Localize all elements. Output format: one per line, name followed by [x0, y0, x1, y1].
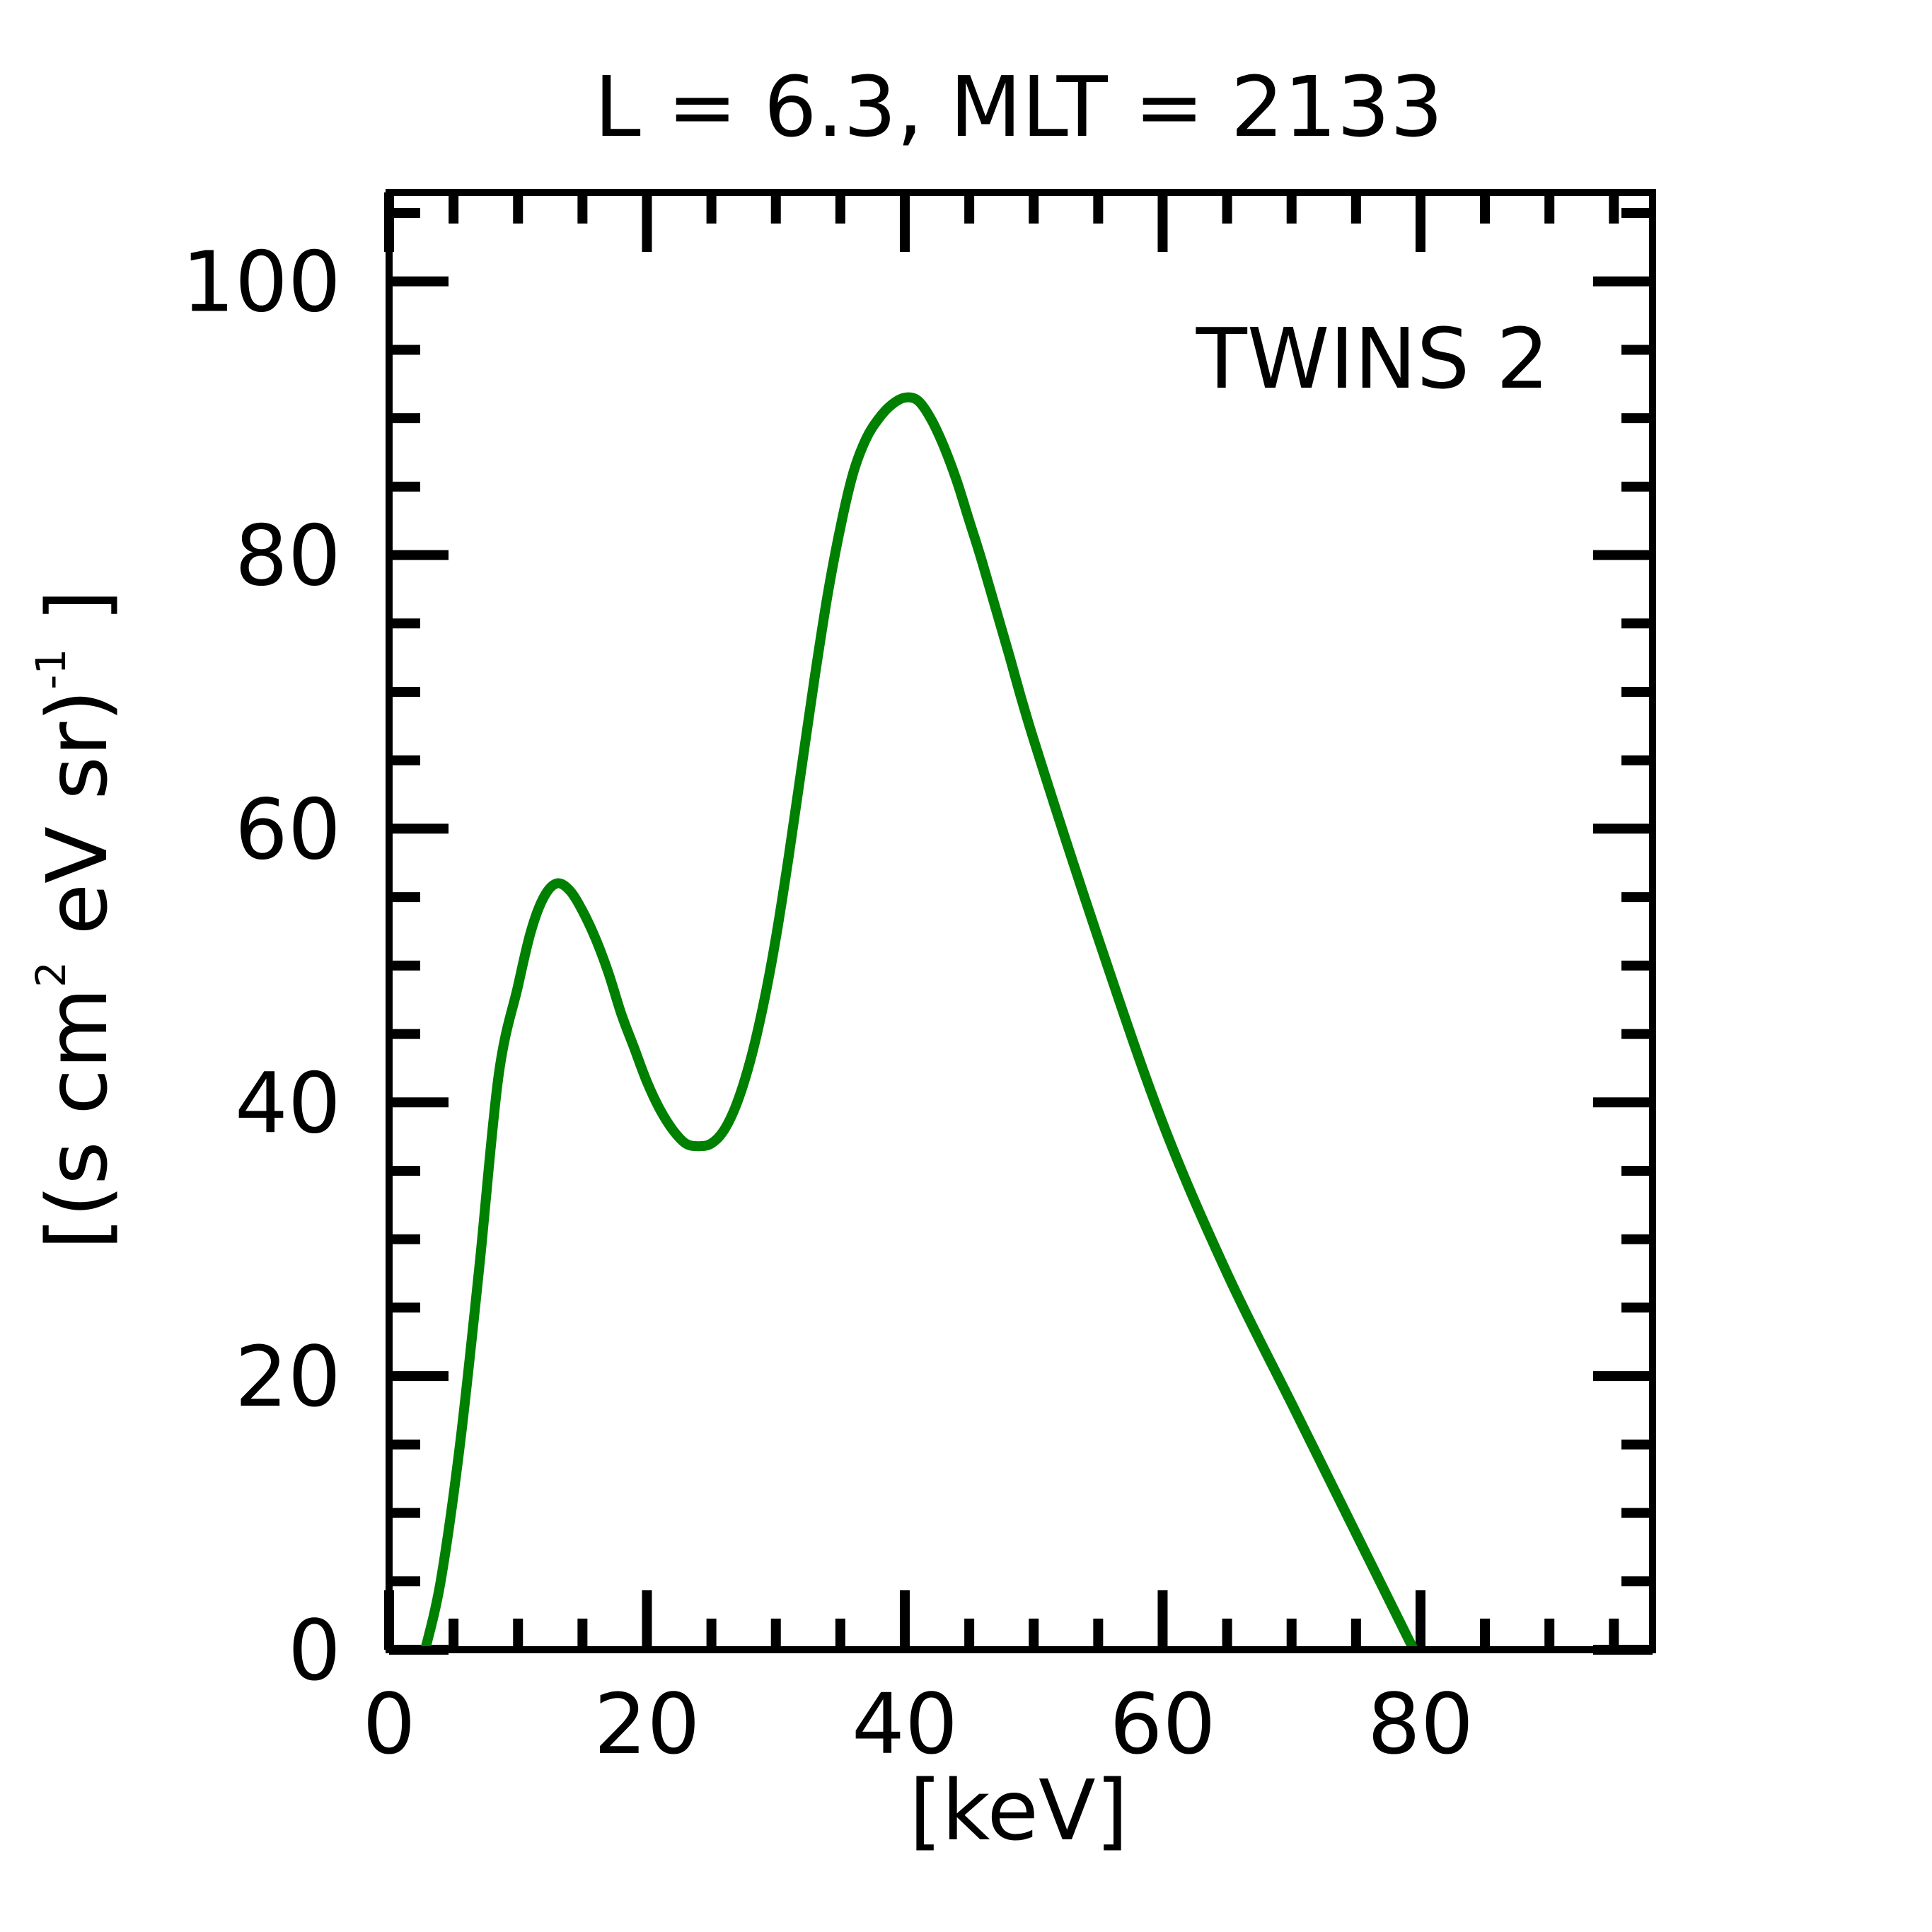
y-tick-label: 100 — [182, 233, 341, 331]
y-tick-label: 80 — [235, 507, 341, 605]
x-tick-label: 0 — [362, 1675, 415, 1773]
y-axis-label-main: [(s cm — [28, 988, 126, 1250]
y-tick-label: 0 — [288, 1602, 341, 1699]
x-tick-label: 40 — [852, 1675, 958, 1773]
series-line-twins-2 — [420, 392, 1418, 1653]
x-tick-label: 20 — [594, 1675, 700, 1773]
y-axis-label-sup-minus1: -1 — [27, 649, 75, 690]
minor-ticks — [389, 192, 1653, 1650]
legend-label: TWINS 2 — [1196, 310, 1549, 407]
y-tick-label: 40 — [235, 1054, 341, 1152]
tick-labels: 0 20 40 60 80 0 20 40 60 80 100 — [182, 233, 1474, 1773]
y-axis-label-end: ] — [28, 589, 126, 649]
x-tick-label: 60 — [1109, 1675, 1215, 1773]
y-axis-label: [(s cm2 eV sr)-1 ] — [27, 589, 126, 1250]
x-tick-label: 80 — [1367, 1675, 1474, 1773]
x-axis-label: [keV] — [909, 1762, 1128, 1859]
y-tick-label: 60 — [235, 780, 341, 878]
y-axis-label-mid: eV sr) — [28, 690, 126, 961]
plot-frame — [386, 189, 1656, 1653]
chart-title: L = 6.3, MLT = 2133 — [594, 58, 1443, 156]
y-axis-label-sup-2: 2 — [27, 961, 75, 988]
y-tick-label: 20 — [235, 1328, 341, 1425]
